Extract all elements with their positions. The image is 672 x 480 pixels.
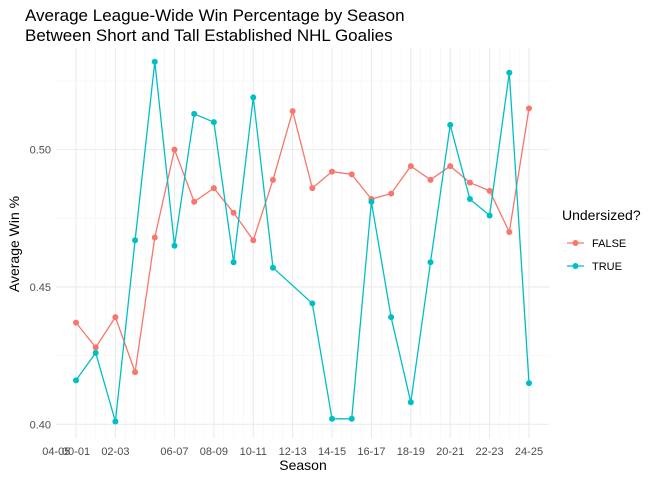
data-point <box>112 418 119 425</box>
data-point <box>230 259 237 266</box>
data-point <box>132 369 139 376</box>
series-true <box>73 58 532 425</box>
data-point <box>427 176 434 183</box>
x-tick-label: 18-19 <box>397 446 425 458</box>
data-point <box>486 212 493 219</box>
x-tick-label: 04-05 <box>42 446 70 458</box>
data-point <box>92 349 99 356</box>
data-point <box>73 319 79 326</box>
chart-title-line-1: Average League-Wide Win Percentage by Se… <box>25 6 405 25</box>
y-tick-label: 0.50 <box>30 145 51 157</box>
data-point <box>73 377 79 384</box>
x-tick-label: 14-15 <box>318 446 346 458</box>
data-point <box>151 58 158 65</box>
data-point <box>210 119 217 126</box>
series-false <box>73 105 532 376</box>
data-point <box>466 196 473 203</box>
data-point <box>329 415 336 422</box>
data-point <box>171 242 178 249</box>
y-axis-tick-labels: 0.40 0.45 0.50 <box>30 145 51 432</box>
data-point <box>506 229 513 236</box>
legend-label: FALSE <box>592 238 626 250</box>
data-point <box>368 198 375 205</box>
data-point <box>191 198 198 205</box>
y-tick-label: 0.45 <box>30 282 51 294</box>
x-tick-label: 00-01 <box>62 446 90 458</box>
data-point <box>447 163 454 170</box>
data-point <box>112 314 119 321</box>
legend-key-point <box>572 263 579 269</box>
data-point <box>486 187 493 194</box>
data-point <box>289 108 296 115</box>
legend-label: TRUE <box>592 261 622 273</box>
x-tick-label: 06-07 <box>160 446 188 458</box>
data-point <box>348 171 355 178</box>
data-point <box>526 380 532 387</box>
legend: Undersized? FALSE TRUE <box>562 207 641 273</box>
data-point <box>407 163 414 170</box>
data-point <box>250 237 257 244</box>
data-point <box>309 300 316 307</box>
x-axis-title: Season <box>279 457 326 473</box>
x-tick-label: 24-25 <box>515 446 543 458</box>
data-point <box>388 314 395 321</box>
data-point <box>210 185 217 192</box>
data-point <box>230 209 237 216</box>
data-point <box>250 94 257 101</box>
data-point <box>348 415 355 422</box>
legend-key-point <box>572 240 579 246</box>
series-line-false <box>75 108 530 373</box>
data-point <box>388 190 395 197</box>
series-layer <box>73 58 532 425</box>
x-tick-label: 20-21 <box>436 446 464 458</box>
data-point <box>466 179 473 186</box>
x-tick-label: 10-11 <box>240 446 267 458</box>
x-tick-label: 08-09 <box>200 446 228 458</box>
data-point <box>171 146 178 153</box>
chart-title-line-2: Between Short and Tall Established NHL G… <box>25 26 393 45</box>
data-point <box>407 399 414 406</box>
data-point <box>329 168 336 175</box>
data-point <box>427 259 434 266</box>
data-point <box>151 234 158 241</box>
data-point <box>132 237 139 244</box>
legend-title: Undersized? <box>562 207 641 223</box>
data-point <box>526 105 532 112</box>
data-point <box>506 69 513 76</box>
data-point <box>269 176 276 183</box>
data-point <box>309 185 316 192</box>
data-point <box>92 344 99 351</box>
x-axis-tick-labels: 00-01 02-03 04-05 06-07 08-09 10-11 12-13 14-15… <box>42 446 543 458</box>
data-point <box>191 110 198 117</box>
x-tick-label: 12-13 <box>279 446 307 458</box>
data-point <box>447 121 454 128</box>
grid <box>56 48 549 438</box>
x-tick-label: 02-03 <box>101 446 129 458</box>
data-point <box>269 264 276 271</box>
x-tick-label: 22-23 <box>476 446 504 458</box>
y-tick-label: 0.40 <box>30 419 51 431</box>
x-tick-label: 16-17 <box>357 446 385 458</box>
y-axis-title: Average Win % <box>6 196 22 292</box>
